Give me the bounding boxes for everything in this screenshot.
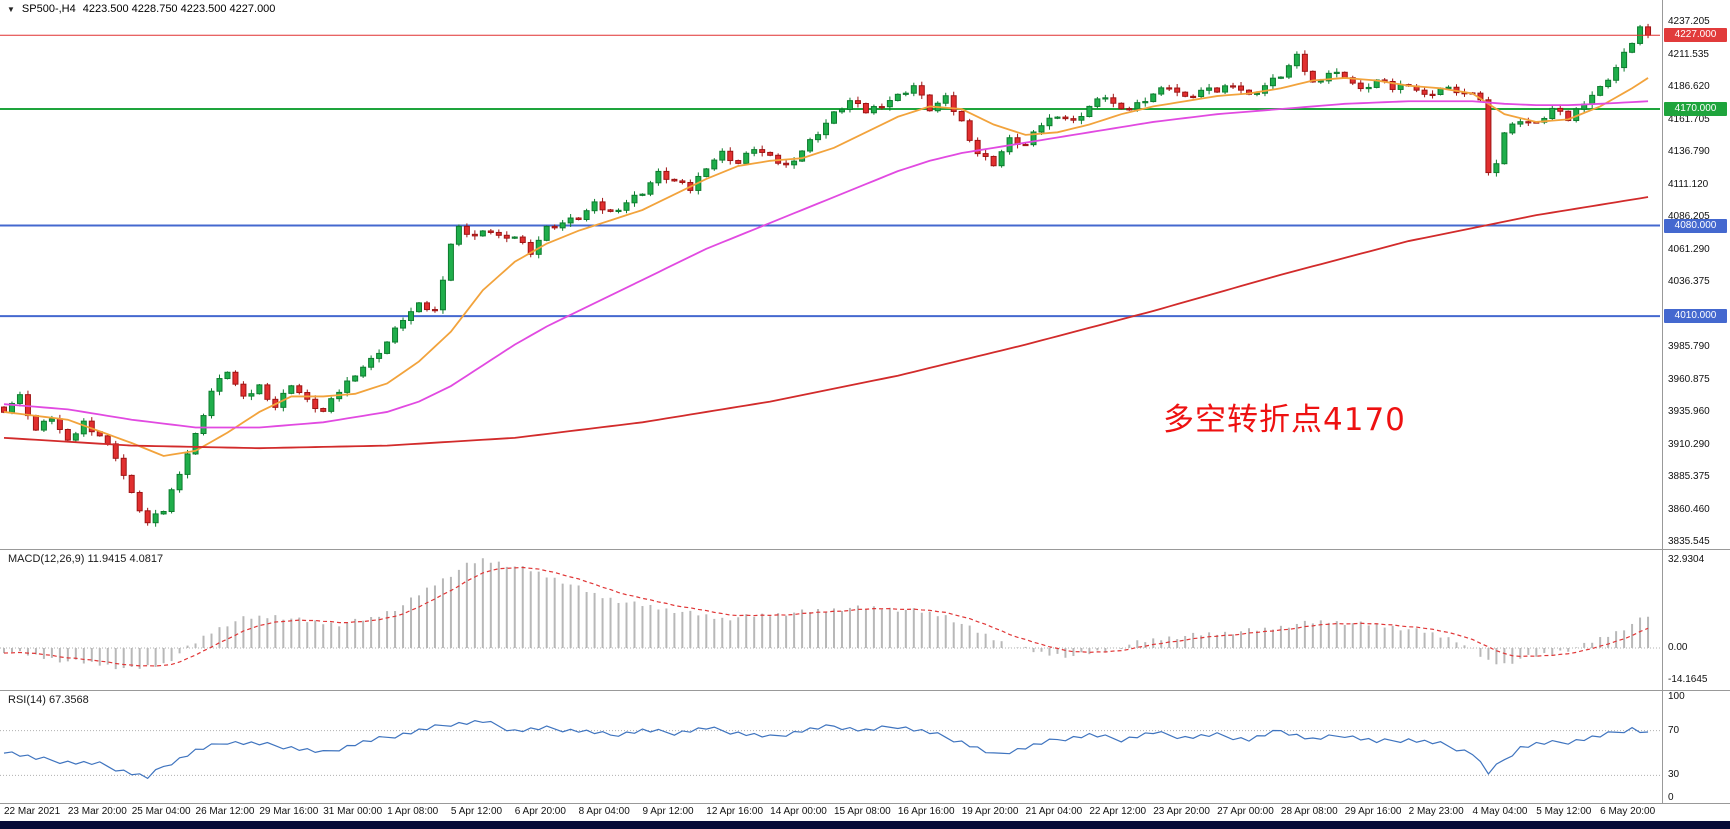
price-tick-label: 3935.960: [1668, 406, 1710, 417]
macd-axis-label: -14.1645: [1668, 674, 1708, 685]
price-level-badge: 4170.000: [1664, 102, 1727, 116]
time-axis-label: 22 Mar 2021: [4, 806, 61, 817]
time-axis-label: 27 Apr 00:00: [1217, 806, 1274, 817]
rsi-indicator-label: RSI(14) 67.3568: [8, 694, 89, 706]
macd-indicator-label: MACD(12,26,9) 11.9415 4.0817: [8, 553, 164, 565]
price-tick-label: 4186.620: [1668, 81, 1710, 93]
price-tick-label: 4237.205: [1668, 16, 1710, 27]
price-level-badge: 4080.000: [1664, 218, 1727, 233]
rsi-axis-label: 0: [1668, 792, 1674, 803]
rsi-axis-label: 70: [1668, 724, 1680, 736]
price-tick-label: 4086.205: [1668, 211, 1710, 223]
time-axis-label: 6 Apr 20:00: [514, 806, 566, 817]
symbol-dropdown-icon[interactable]: ▼: [7, 4, 15, 14]
price-tick-label: 4211.535: [1668, 49, 1709, 61]
time-axis-label: 4 May 04:00: [1472, 806, 1528, 817]
price-tick-label: 4111.120: [1668, 179, 1709, 191]
time-axis-label: 26 Mar 12:00: [195, 806, 255, 817]
macd-axis-label: 0.00: [1668, 642, 1688, 653]
symbol-info: ▼ SP500-,H4 4223.500 4228.750 4223.500 4…: [7, 3, 275, 15]
time-axis-label: 14 Apr 00:00: [770, 806, 827, 817]
time-axis-label: 5 Apr 12:00: [450, 806, 503, 817]
price-tick-label: 3985.790: [1668, 341, 1710, 353]
price-tick-label: 3885.375: [1668, 471, 1710, 483]
price-tick-label: 3960.875: [1668, 373, 1710, 385]
chart-annotation-text: 多空转折点4170: [1163, 402, 1406, 438]
time-axis-label: 25 Mar 04:00: [131, 806, 191, 817]
symbol-ohlc: 4223.500 4228.750 4223.500 4227.000: [82, 3, 276, 15]
time-axis-label: 28 Apr 08:00: [1280, 806, 1338, 817]
time-axis-label: 9 Apr 12:00: [642, 806, 694, 817]
time-axis-label: 12 Apr 16:00: [706, 806, 764, 817]
time-axis-label: 23 Mar 20:00: [67, 806, 127, 817]
time-axis-label: 15 Apr 08:00: [834, 806, 891, 817]
time-axis-label: 8 Apr 04:00: [578, 806, 630, 817]
time-axis-label: 31 Mar 00:00: [323, 806, 383, 817]
price-tick-label: 3835.545: [1668, 536, 1710, 547]
price-tick-label: 3910.290: [1668, 439, 1710, 451]
current-price-badge: 4227.000: [1664, 28, 1727, 43]
time-axis-label: 29 Mar 16:00: [259, 806, 319, 817]
macd-axis-label: 32.9304: [1668, 554, 1705, 565]
time-axis-label: 23 Apr 20:00: [1153, 806, 1210, 817]
time-axis-label: 6 May 20:00: [1600, 806, 1656, 817]
time-axis-label: 1 Apr 08:00: [387, 806, 439, 817]
time-axis-label: 19 Apr 20:00: [961, 806, 1019, 817]
time-axis-label: 29 Apr 16:00: [1344, 806, 1402, 817]
price-tick-label: 4161.705: [1668, 113, 1710, 125]
rsi-axis-label: 100: [1668, 691, 1685, 702]
time-axis-label: 2 May 23:00: [1408, 806, 1464, 817]
price-tick-label: 4061.290: [1668, 243, 1710, 255]
price-axis[interactable]: 4237.205 4211.535 4186.620 4161.705 4136.790…: [1663, 0, 1730, 821]
price-level-badge: 4010.000: [1664, 309, 1727, 324]
time-axis-label: 5 May 12:00: [1536, 806, 1592, 817]
price-tick-label: 4036.375: [1668, 276, 1710, 287]
time-axis-label: 16 Apr 16:00: [897, 806, 955, 817]
price-tick-label: 3860.460: [1668, 503, 1710, 515]
time-axis[interactable]: 22 Mar 2021 23 Mar 20:00 25 Mar 04:00 26 Ma…: [0, 806, 1730, 821]
price-tick-label: 4136.790: [1668, 146, 1710, 157]
time-axis-label: 21 Apr 04:00: [1025, 806, 1083, 817]
bottom-window-edge: [0, 821, 1730, 829]
symbol-title: SP500-,H4: [21, 3, 76, 15]
time-axis-label: 22 Apr 12:00: [1089, 806, 1147, 817]
rsi-axis-label: 30: [1668, 769, 1680, 781]
